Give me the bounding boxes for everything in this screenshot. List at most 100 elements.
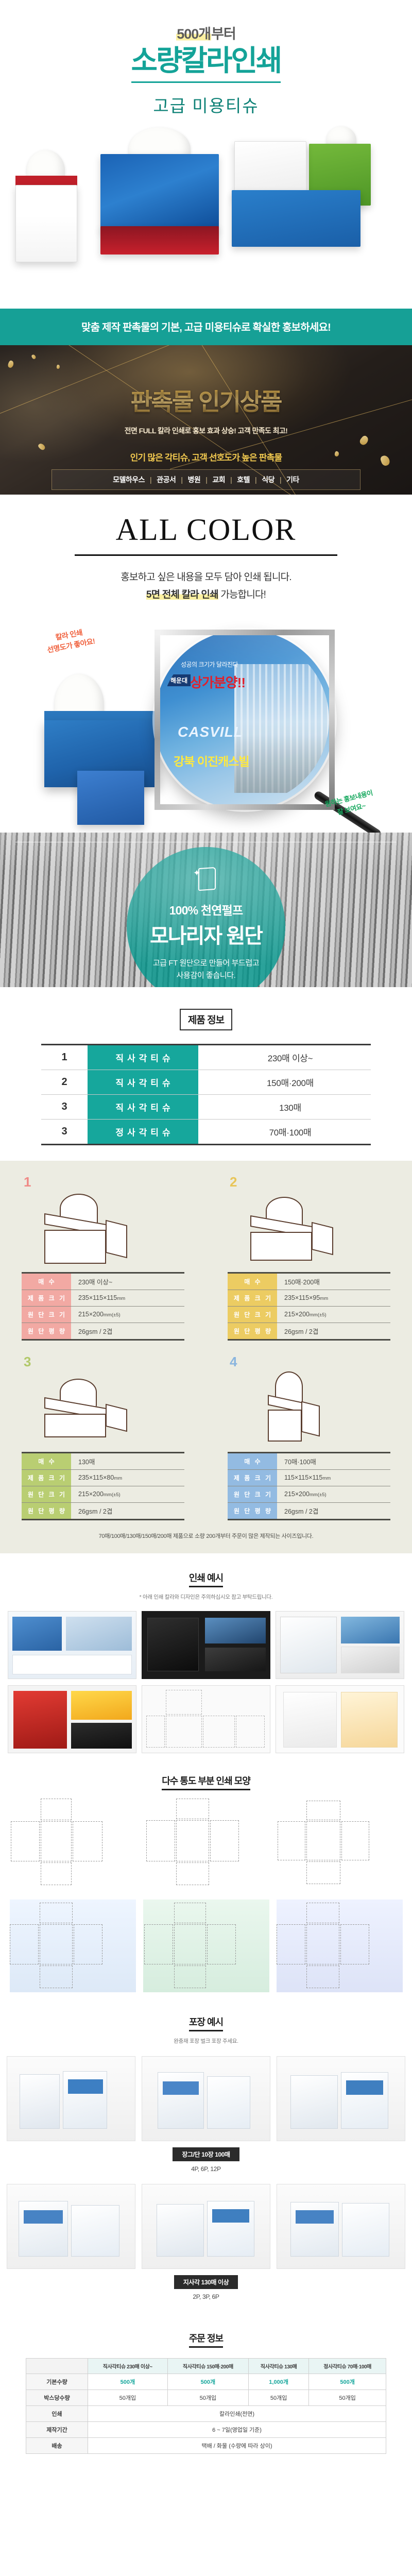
dieline-diagram: [277, 1797, 403, 1889]
table-row: 기본수량 500개 500개 1,000개 500개: [26, 2373, 386, 2390]
print-example-row-1: [0, 1608, 412, 1682]
order-info-title: 주문 정보: [188, 2331, 224, 2348]
all-color-divider: [75, 554, 337, 556]
cell-value: 50개입: [248, 2389, 310, 2406]
spec-key: 제 품 크 기: [228, 1290, 277, 1307]
cell-value: 6 ~ 7일(영업일 기준): [88, 2421, 386, 2438]
spec-value-unit: mm(±5): [310, 1312, 327, 1318]
spec-panel-number: 3: [24, 1353, 31, 1369]
spec-key: 매 수: [22, 1452, 71, 1470]
dieline-diagram: [143, 1899, 269, 1992]
dieline-diagram: [143, 1797, 269, 1889]
illustration-box-front: [44, 1413, 106, 1437]
spec-value: 235×115×80mm: [71, 1469, 184, 1486]
row-name: 직사각티슈: [88, 1070, 198, 1095]
chip-separator: |: [181, 475, 183, 484]
cell-value: 50개입: [88, 2389, 168, 2406]
magnifier-section: 칼라 인쇄 선명도가 좋아요! 성공의 크기가 달라진다 해운대 상가분양!! …: [0, 601, 412, 839]
cell-value: 칼라인쇄(전면): [88, 2405, 386, 2422]
spec-panel-4: 4 매 수 70매·100매 제 품 크 기: [206, 1350, 412, 1524]
spec-value: 26gsm / 2겹: [78, 1328, 113, 1335]
column-header: 정사각티슈 70매·100매: [308, 2358, 386, 2374]
spec-value: 215×200mm(±5): [71, 1306, 184, 1323]
order-info-section: 주문 정보 직사각티슈 230매 이상~ 직사각티슈 150매·200매 직사각…: [0, 2300, 412, 2475]
spec-value-unit: mm(±5): [104, 1492, 121, 1498]
spec-value: 26gsm / 2겹: [78, 1507, 113, 1515]
spec-value: 215×200mm(±5): [277, 1486, 390, 1502]
tissue-box-blue-small: [77, 770, 144, 825]
spec-row-top: 1 매 수 230매 이상~ 제 품 크 기: [0, 1170, 412, 1345]
packaging-title: 포장 예시: [188, 2015, 224, 2031]
spec-key: 원 단 크 기: [228, 1486, 277, 1503]
packaging-subtext-1: 4P, 6P, 12P: [191, 2165, 221, 2173]
table-row: 원 단 크 기 215×200mm(±5): [228, 1306, 390, 1323]
dieline-diagram: [9, 1899, 136, 1992]
spec-row-bottom: 3 매 수 130매 제 품 크 기: [0, 1350, 412, 1524]
spec-value: 26gsm / 2겹: [284, 1328, 319, 1335]
packaging-photo: [142, 2183, 270, 2269]
print-example-card: [276, 1611, 404, 1679]
tissue-sheet-icon: ✦: [193, 867, 218, 894]
packaging-section: 포장 예시 완충재 포장 벌크 포장 주세요. 장그/단 10장 100매: [0, 1997, 412, 2300]
dieline-row-1: [0, 1791, 412, 1894]
spec-value-unit: mm: [322, 1476, 331, 1482]
table-row: 원 단 크 기 215×200mm(±5): [228, 1486, 390, 1503]
spec-panels-section: 1 매 수 230매 이상~ 제 품 크 기: [0, 1160, 412, 1553]
chip-separator: |: [205, 475, 208, 484]
product-info-title: 제품 정보: [179, 1008, 233, 1030]
table-row: 2 직사각티슈 150매·200매: [41, 1070, 371, 1095]
spec-value-num: 215×200: [78, 1490, 104, 1498]
all-color-section: ALL COLOR 홍보하고 싶은 내용을 모두 담아 인쇄 됩니다. 5면 전…: [0, 495, 412, 601]
illustration-box-side: [106, 1403, 127, 1432]
spec-key: 원 단 평 량: [22, 1502, 71, 1520]
table-row: 인쇄 칼라인쇄(전면): [26, 2405, 386, 2422]
print-example-section: 인쇄 예시 * 아래 인쇄 칼라와 디자인은 주의하십시오 참고 부탁드립니다.: [0, 1553, 412, 1756]
column-header: 직사각티슈 150매·200매: [167, 2358, 249, 2374]
spec-key: 원 단 크 기: [228, 1306, 277, 1323]
tissue-box-illustration: [22, 1189, 184, 1272]
spec-value-unit: mm(±5): [310, 1492, 327, 1498]
spec-panel-3: 3 매 수 130매 제 품 크 기: [0, 1350, 206, 1524]
hero-eyebrow-rest: 부터: [211, 26, 236, 42]
sparkle-icon: ✦: [193, 868, 201, 878]
hero-subtitle: 고급 미용티슈: [153, 96, 259, 115]
column-header: [26, 2358, 88, 2374]
table-row: 원 단 크 기 215×200mm(±5): [22, 1486, 184, 1503]
print-example-note: * 아래 인쇄 칼라와 디자인은 주의하십시오 참고 부탁드립니다.: [139, 1594, 273, 1600]
table-row: 제 품 크 기 235×115×80mm: [22, 1469, 184, 1486]
packaging-badge: 장그/단 10장 100매: [173, 2147, 239, 2161]
print-example-card: [8, 1685, 136, 1753]
cell-value: 50개입: [167, 2389, 249, 2406]
spec-value-num: 235×115×115: [78, 1294, 117, 1302]
column-header: 직사각티슈 230매 이상~: [88, 2358, 168, 2374]
tissue-box-illustration: [228, 1368, 390, 1452]
spec-value: 150매·200매: [284, 1278, 320, 1286]
all-color-line2-rest: 가능합니다!: [218, 589, 266, 600]
order-info-table: 직사각티슈 230매 이상~ 직사각티슈 150매·200매 직사각티슈 130…: [26, 2358, 386, 2454]
usage-chip-list: 모델하우스 | 관공서 | 병원 | 교회 | 호텔 | 식당 | 기타: [52, 469, 360, 490]
usage-chip: 기타: [286, 475, 299, 484]
print-example-card: [276, 1685, 404, 1753]
chip-separator: |: [279, 475, 282, 484]
tissue-box-illustration: [228, 1189, 390, 1272]
chip-separator: |: [230, 475, 232, 484]
gold-promo-banner: 판촉물 인기상품 전면 FULL 칼라 인쇄로 홍보 효과 상승! 고객 만족도…: [0, 345, 412, 495]
table-row: 제 품 크 기 235×115×115mm: [22, 1290, 184, 1307]
packaging-photo: [142, 2056, 270, 2141]
tissue-box-blue-large: [100, 154, 219, 231]
packaging-head: 포장 예시: [0, 1997, 412, 2032]
row-label: 기본수량: [26, 2373, 88, 2390]
lens-subtitle: 강북 이진캐스빌: [174, 754, 250, 768]
tissue-box-red-strip: [100, 226, 219, 255]
usage-chip: 모델하우스: [113, 475, 145, 484]
packaging-badge: 지사각 130매 이상: [174, 2275, 238, 2289]
multi-example-section: 다수 통도 부분 인쇄 모양: [0, 1756, 412, 1997]
row-number: 2: [61, 1076, 67, 1088]
spec-table-2: 매 수 150매·200매 제 품 크 기 235×115×95mm 원 단 크…: [228, 1272, 390, 1341]
row-value: 70매·100매: [269, 1127, 312, 1138]
print-example-head: 인쇄 예시: [0, 1553, 412, 1588]
row-value: 130매: [279, 1103, 301, 1113]
illustration-box-side: [106, 1219, 127, 1258]
tissue-box-blue-right: [232, 190, 360, 247]
table-row: 배송 택배 / 화물 (수량에 따라 상이): [26, 2437, 386, 2454]
